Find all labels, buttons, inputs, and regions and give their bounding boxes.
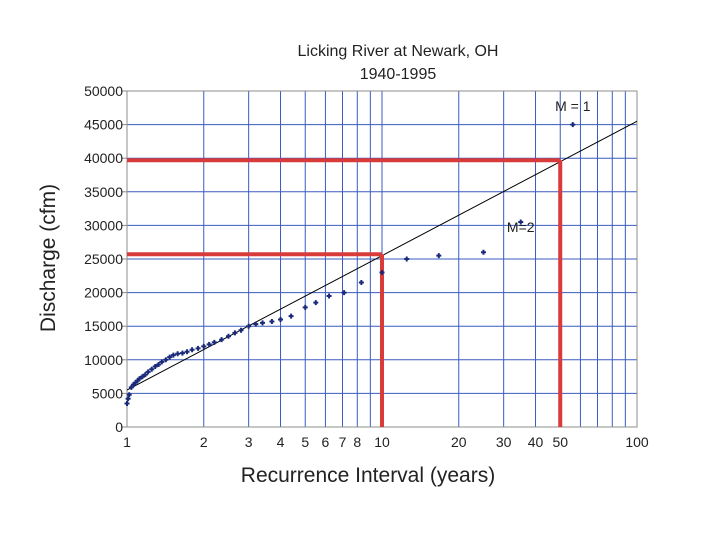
data-point <box>211 339 217 345</box>
highlight-lines <box>127 158 563 427</box>
data-point <box>278 316 284 322</box>
x-tick-label: 10 <box>374 434 390 450</box>
data-point <box>288 313 294 319</box>
y-tick-label: 5000 <box>92 385 123 401</box>
x-tick-label: 4 <box>277 434 285 450</box>
x-tick-label: 8 <box>353 434 361 450</box>
x-tick-label: 2 <box>200 434 208 450</box>
y-axis-title: Discharge (cfm) <box>37 184 60 332</box>
data-point <box>302 304 308 310</box>
annotation-label: M=2 <box>507 219 535 235</box>
data-point <box>358 280 364 286</box>
data-point <box>189 347 195 353</box>
x-tick-label: 1 <box>123 434 131 450</box>
y-tick-label: 25000 <box>84 251 123 267</box>
data-point <box>436 253 442 259</box>
data-point <box>313 300 319 306</box>
data-point <box>225 333 231 339</box>
data-point <box>326 293 332 299</box>
annotation-label: M = 1 <box>555 98 591 114</box>
data-point <box>246 323 252 329</box>
data-point <box>163 357 169 363</box>
data-point <box>170 352 176 358</box>
y-tick-label: 20000 <box>84 285 123 301</box>
data-point <box>253 321 259 327</box>
y-tick-label: 35000 <box>84 184 123 200</box>
data-point <box>145 369 151 375</box>
y-tick-label: 40000 <box>84 150 123 166</box>
x-tick-labels: 1 2 3 4 5 6 7 8 10 20 30 40 50 100 <box>123 434 649 450</box>
data-point <box>201 343 207 349</box>
y-tick-label: 10000 <box>84 352 123 368</box>
x-tick-label: 40 <box>528 434 544 450</box>
y-tick-label: 50000 <box>84 83 123 99</box>
data-point <box>124 400 130 406</box>
y-tick-label: 0 <box>115 419 123 435</box>
data-point <box>128 384 134 390</box>
data-point <box>518 219 524 225</box>
annotations: M = 1 M=2 <box>507 98 591 235</box>
data-point <box>175 351 181 357</box>
data-point <box>179 350 185 356</box>
data-point <box>404 256 410 262</box>
data-point <box>206 341 212 347</box>
data-point <box>156 362 162 368</box>
chart-subtitle: 1940-1995 <box>360 66 437 83</box>
x-tick-label: 100 <box>625 434 649 450</box>
data-point <box>219 337 225 343</box>
data-point <box>139 374 145 380</box>
data-point <box>269 318 275 324</box>
data-point <box>195 345 201 351</box>
x-tick-label: 3 <box>245 434 253 450</box>
x-tick-label: 30 <box>496 434 512 450</box>
data-point <box>142 372 148 378</box>
data-point <box>260 320 266 326</box>
x-tick-label: 6 <box>322 434 330 450</box>
data-point <box>152 364 158 370</box>
data-point <box>167 354 173 360</box>
x-tick-label: 7 <box>339 434 347 450</box>
data-point <box>126 392 132 398</box>
x-tick-label: 5 <box>301 434 309 450</box>
data-point <box>341 290 347 296</box>
data-points <box>124 122 576 406</box>
y-tick-labels: 0 5000 10000 15000 20000 25000 30000 35000 40000… <box>84 83 127 435</box>
x-axis-title: Recurrence Interval (years) <box>241 464 495 487</box>
x-tick-label: 50 <box>552 434 568 450</box>
x-tick-label: 20 <box>451 434 467 450</box>
data-point <box>137 376 143 382</box>
data-point <box>184 349 190 355</box>
data-point <box>480 249 486 255</box>
chart-title: Licking River at Newark, OH <box>298 43 499 60</box>
data-point <box>159 359 165 365</box>
data-point <box>232 330 238 336</box>
data-point <box>149 366 155 372</box>
y-tick-label: 15000 <box>84 318 123 334</box>
y-tick-label: 30000 <box>84 217 123 233</box>
data-point <box>238 327 244 333</box>
data-point <box>379 269 385 275</box>
data-point <box>125 396 131 402</box>
y-tick-label: 45000 <box>84 117 123 133</box>
data-point <box>570 122 576 128</box>
